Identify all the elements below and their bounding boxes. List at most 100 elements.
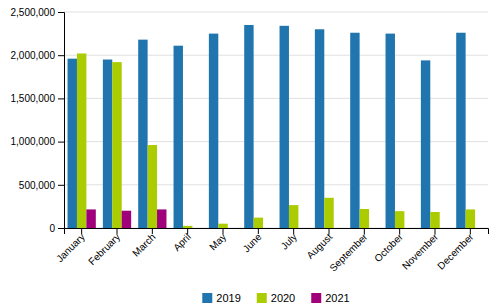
legend-label: 2021 [325, 292, 349, 304]
tick-label: May [207, 231, 228, 252]
tick-mark [58, 185, 64, 186]
tick-label: March [130, 231, 157, 258]
bar [280, 26, 289, 228]
legend-swatch [202, 293, 212, 303]
grid-line [64, 12, 488, 13]
bar [112, 62, 121, 228]
tick-mark [470, 228, 471, 234]
legend-item: 2020 [257, 292, 295, 304]
tick-mark [58, 12, 64, 13]
tick-label: August [305, 231, 335, 261]
tick-label: September [327, 231, 370, 274]
tick-mark [187, 228, 188, 234]
tick: January [54, 228, 87, 264]
chart: 0 500,000 1,000,000 1,500,000 2,000,000 2,500… [0, 0, 500, 308]
legend: 2019 2020 2021 [202, 292, 349, 304]
series [68, 25, 466, 228]
bar [77, 53, 86, 228]
tick-label: 1,000,000 [11, 136, 56, 147]
tick-label: February [86, 231, 122, 267]
legend-item: 2021 [311, 292, 349, 304]
legend-item: 2019 [202, 292, 240, 304]
tick: June [241, 228, 264, 254]
bar [421, 60, 430, 228]
bar [228, 228, 237, 229]
tick-mark [81, 228, 82, 234]
bar [298, 228, 307, 229]
bar [148, 145, 157, 228]
tick-label: 2,500,000 [11, 7, 56, 18]
axis-line [65, 229, 489, 235]
tick: 1,500,000 [11, 93, 65, 104]
tick-mark [435, 228, 436, 234]
tick-label: October [372, 231, 405, 264]
tick: 1,000,000 [11, 136, 65, 147]
bar [183, 226, 192, 228]
bar [360, 209, 369, 228]
bar [369, 228, 378, 229]
plot: 0 500,000 1,000,000 1,500,000 2,000,000 2,500… [11, 7, 489, 274]
axis-line [58, 13, 65, 229]
tick: November [400, 228, 441, 272]
tick-mark [58, 55, 64, 56]
tick-mark [293, 228, 294, 234]
tick-mark [364, 228, 365, 234]
bar [466, 209, 475, 228]
tick-label: April [171, 231, 193, 253]
tick: July [279, 228, 299, 252]
bar [334, 228, 343, 229]
bar [456, 33, 465, 228]
tick-label: 500,000 [19, 180, 56, 191]
tick: March [130, 228, 157, 259]
bar [68, 59, 77, 228]
bar [324, 198, 333, 228]
bar [122, 211, 131, 228]
tick: 2,000,000 [11, 50, 65, 61]
tick-label: 1,500,000 [11, 93, 56, 104]
bars [68, 25, 476, 228]
bar [289, 205, 298, 228]
bar [404, 228, 413, 229]
bar [209, 34, 218, 228]
bar [218, 224, 227, 228]
bar [103, 60, 112, 228]
bar [244, 25, 253, 228]
tick-label: December [435, 231, 476, 272]
series [77, 53, 475, 228]
tick: 500,000 [19, 180, 64, 191]
grid [64, 12, 488, 228]
tick-mark [152, 228, 153, 234]
tick-label: June [241, 231, 264, 254]
legend-swatch [311, 293, 321, 303]
bar [430, 212, 439, 228]
tick: 0 [49, 223, 64, 234]
tick-label: 2,000,000 [11, 50, 56, 61]
bar [157, 209, 166, 228]
tick-label: January [54, 231, 87, 264]
series [86, 209, 166, 228]
tick-mark [329, 228, 330, 234]
y-axis: 0 500,000 1,000,000 1,500,000 2,000,000 2,500… [11, 7, 65, 234]
tick-mark [58, 228, 64, 229]
bar [174, 46, 183, 228]
tick: April [171, 228, 193, 253]
tick: February [86, 228, 122, 267]
bar [138, 40, 147, 228]
tick-label: 0 [49, 223, 55, 234]
tick-label: November [400, 231, 441, 272]
bar [395, 211, 404, 228]
tick: 2,500,000 [11, 7, 65, 18]
tick: May [207, 228, 228, 252]
tick-mark [258, 228, 259, 234]
bar [315, 29, 324, 228]
x-axis: JanuaryFebruary March April May June July Augu… [54, 228, 488, 274]
bar [192, 228, 201, 229]
tick-label: July [279, 231, 299, 251]
bar [475, 228, 484, 229]
tick: December [435, 228, 476, 272]
bar [86, 209, 95, 228]
tick-mark [58, 98, 64, 99]
tick-mark [399, 228, 400, 234]
tick: September [327, 228, 370, 274]
legend-label: 2019 [216, 292, 240, 304]
